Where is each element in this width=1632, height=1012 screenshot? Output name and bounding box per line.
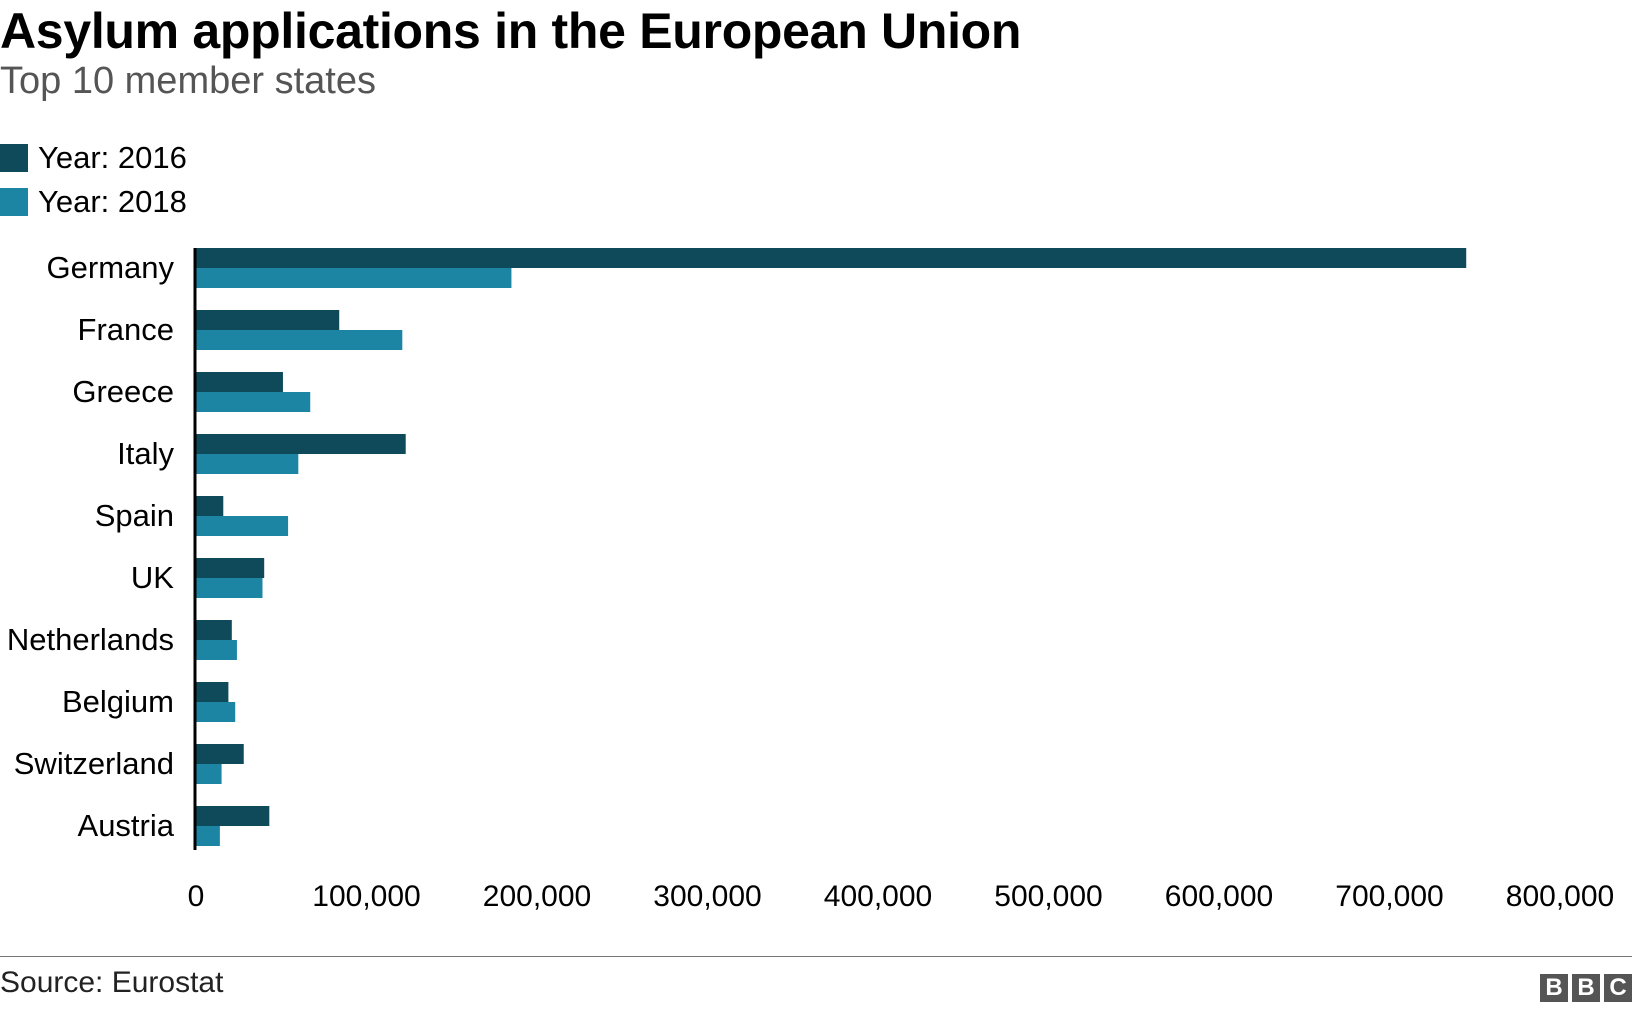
bar-2018	[196, 764, 222, 784]
category-label: Austria	[78, 808, 175, 843]
bar-2018	[196, 392, 311, 412]
category-label: Belgium	[62, 684, 174, 719]
x-tick-label: 700,000	[1335, 880, 1443, 913]
legend-label-2018: Year: 2018	[38, 184, 187, 219]
bar-2016	[196, 434, 406, 454]
bar-2018	[196, 268, 512, 288]
chart-legend: Year: 2016 Year: 2018	[0, 136, 187, 224]
bar-2016	[196, 558, 265, 578]
x-tick-label: 0	[188, 880, 205, 913]
bar-2018	[196, 826, 220, 846]
category-label: France	[78, 312, 174, 347]
bar-2016	[196, 372, 283, 392]
source-note: Source: Eurostat	[0, 966, 224, 999]
x-tick-label: 500,000	[994, 880, 1102, 913]
x-tick-label: 800,000	[1506, 880, 1614, 913]
category-label: UK	[131, 560, 174, 595]
category-label: Switzerland	[14, 746, 174, 781]
bar-2016	[196, 248, 1467, 268]
category-label: Spain	[95, 498, 174, 533]
bar-2018	[196, 330, 403, 350]
bar-2016	[196, 496, 224, 516]
x-tick-label: 100,000	[312, 880, 420, 913]
legend-swatch-2018	[0, 188, 28, 216]
bar-2018	[196, 640, 237, 660]
category-label: Netherlands	[7, 622, 174, 657]
footer-divider	[0, 956, 1632, 957]
bar-chart: Germany France Greece Italy Spain UK Netherlan…	[7, 248, 1614, 913]
logo-letter: B	[1540, 974, 1568, 1002]
logo-letter: C	[1604, 974, 1632, 1002]
category-label: Germany	[47, 250, 175, 285]
bar-2016	[196, 620, 232, 640]
bar-2016	[196, 310, 340, 330]
legend-item-2018: Year: 2018	[0, 180, 187, 224]
legend-label-2016: Year: 2016	[38, 140, 187, 175]
logo-letter: B	[1572, 974, 1600, 1002]
x-tick-label: 400,000	[824, 880, 932, 913]
x-tick-label: 300,000	[653, 880, 761, 913]
x-tick-label: 200,000	[483, 880, 591, 913]
x-tick-label: 600,000	[1165, 880, 1273, 913]
category-label: Italy	[117, 436, 174, 471]
bar-2016	[196, 806, 270, 826]
legend-item-2016: Year: 2016	[0, 136, 187, 180]
bar-2018	[196, 454, 299, 474]
chart-subtitle: Top 10 member states	[0, 60, 376, 102]
bbc-logo: B B C	[1540, 974, 1632, 1002]
category-label: Greece	[72, 374, 174, 409]
legend-swatch-2016	[0, 144, 28, 172]
chart-title: Asylum applications in the European Unio…	[0, 3, 1022, 59]
bar-2018	[196, 702, 236, 722]
bar-2016	[196, 682, 229, 702]
bar-2016	[196, 744, 244, 764]
bar-2018	[196, 578, 263, 598]
bar-2018	[196, 516, 289, 536]
